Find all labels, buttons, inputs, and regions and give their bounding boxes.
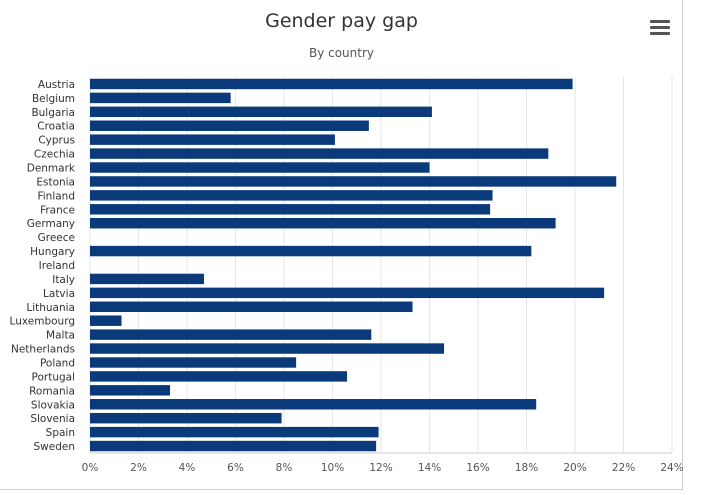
category-label: Malta bbox=[46, 330, 75, 342]
category-label: Netherlands bbox=[11, 344, 75, 356]
bar[interactable] bbox=[90, 134, 335, 145]
bar[interactable] bbox=[90, 357, 297, 368]
bar[interactable] bbox=[90, 399, 537, 410]
x-tick-label: 24% bbox=[660, 462, 683, 474]
category-label: Hungary bbox=[30, 246, 75, 258]
category-label: Latvia bbox=[43, 288, 75, 300]
bar[interactable] bbox=[90, 120, 369, 131]
category-label: Belgium bbox=[32, 93, 75, 105]
category-label: Portugal bbox=[32, 371, 76, 383]
bar[interactable] bbox=[90, 426, 379, 438]
bar-chart: 0% 2% 4% 6% 8% 10% 12% 14% 16% 18% 20% 22% 24% Austri… bbox=[10, 77, 683, 474]
chart-container: Gender pay gap By country 0% 2% 4% 6% 8% 10% 1… bbox=[0, 0, 683, 490]
category-label: France bbox=[40, 204, 75, 216]
x-tick-label: 0% bbox=[82, 462, 99, 474]
category-label: Lithuania bbox=[26, 302, 75, 314]
x-tick-label: 2% bbox=[130, 462, 147, 474]
bar[interactable] bbox=[90, 218, 556, 229]
category-label: Italy bbox=[52, 274, 75, 286]
x-tick-label: 16% bbox=[466, 462, 489, 474]
bar[interactable] bbox=[90, 343, 445, 354]
category-label: Greece bbox=[38, 232, 75, 244]
bar[interactable] bbox=[90, 315, 122, 326]
x-tick-label: 4% bbox=[179, 462, 196, 474]
x-tick-label: 18% bbox=[515, 462, 538, 474]
category-label: Estonia bbox=[36, 176, 75, 188]
x-tick-label: 8% bbox=[276, 462, 293, 474]
chart-subtitle: By country bbox=[308, 46, 375, 60]
bar[interactable] bbox=[90, 412, 282, 424]
x-tick-label: 14% bbox=[418, 462, 441, 474]
category-label: Sweden bbox=[34, 441, 76, 453]
chart-title: Gender pay gap bbox=[265, 10, 418, 32]
bar[interactable] bbox=[90, 176, 617, 187]
category-label: Denmark bbox=[27, 163, 76, 175]
category-label: Czechia bbox=[34, 149, 75, 161]
category-label: Luxembourg bbox=[10, 316, 75, 328]
category-label: Croatia bbox=[37, 121, 75, 133]
category-label: Germany bbox=[27, 218, 75, 230]
bar[interactable] bbox=[90, 106, 432, 118]
bar[interactable] bbox=[90, 329, 372, 340]
bar[interactable] bbox=[90, 273, 204, 285]
category-label: Slovenia bbox=[30, 413, 75, 425]
category-label: Slovakia bbox=[31, 399, 75, 411]
bar[interactable] bbox=[90, 440, 377, 452]
bar[interactable] bbox=[90, 287, 605, 299]
bar[interactable] bbox=[90, 148, 549, 159]
bar[interactable] bbox=[90, 162, 430, 173]
category-label: Cyprus bbox=[38, 135, 75, 147]
category-label: Ireland bbox=[39, 260, 75, 272]
x-tick-label: 12% bbox=[369, 462, 392, 474]
bar[interactable] bbox=[90, 371, 348, 382]
bar[interactable] bbox=[90, 245, 532, 257]
x-tick-label: 6% bbox=[227, 462, 244, 474]
bar[interactable] bbox=[90, 190, 493, 201]
category-label: Finland bbox=[37, 190, 75, 202]
bar[interactable] bbox=[90, 78, 573, 90]
category-label: Austria bbox=[38, 79, 75, 91]
category-label: Bulgaria bbox=[31, 107, 75, 119]
x-tick-label: 10% bbox=[321, 462, 344, 474]
x-tick-label: 20% bbox=[563, 462, 586, 474]
bar[interactable] bbox=[90, 301, 413, 312]
category-label: Romania bbox=[29, 385, 75, 397]
category-label: Poland bbox=[40, 357, 75, 369]
bar[interactable] bbox=[90, 385, 171, 396]
bar[interactable] bbox=[90, 92, 231, 104]
hamburger-menu-icon[interactable] bbox=[650, 20, 670, 38]
x-tick-label: 22% bbox=[612, 462, 635, 474]
bar[interactable] bbox=[90, 204, 491, 215]
category-label: Spain bbox=[46, 427, 75, 439]
